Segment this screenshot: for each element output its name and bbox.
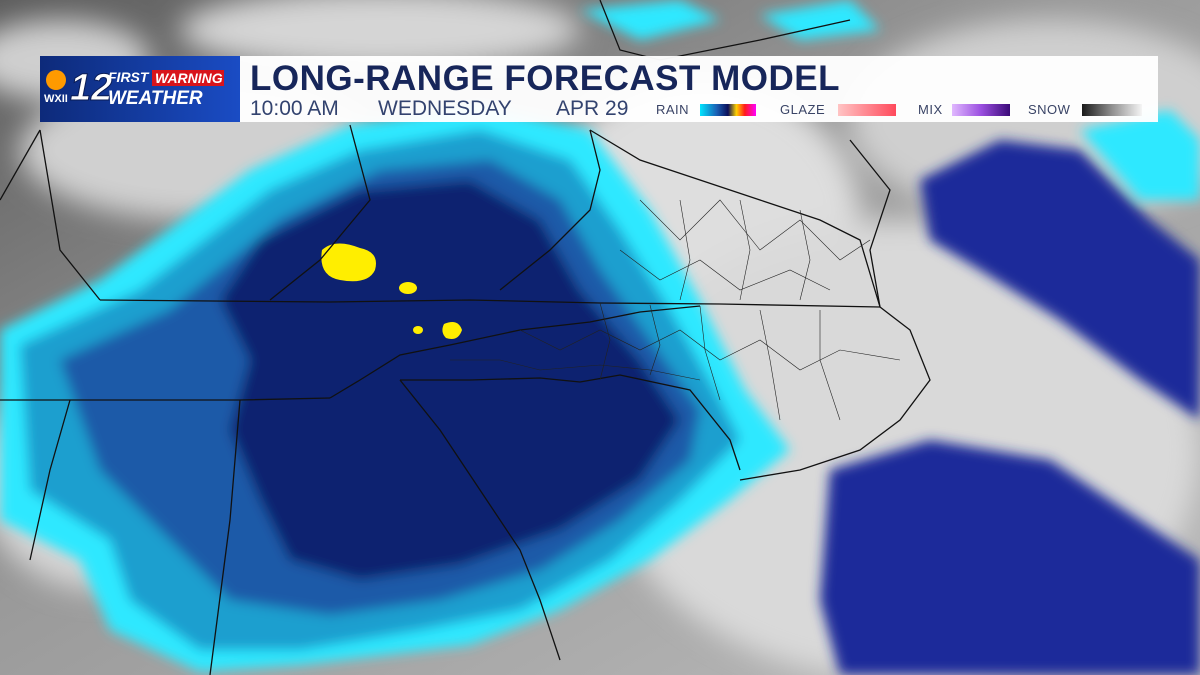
logo-station: WXII <box>44 93 68 105</box>
logo-brand-first: FIRST <box>108 69 150 85</box>
logo-warning-bg <box>152 70 224 86</box>
legend-label: SNOW <box>1028 102 1071 117</box>
logo-brand-warning: WARNING <box>155 70 223 86</box>
logo-peacock <box>46 70 66 90</box>
heavy-rain-spots <box>321 243 462 339</box>
logo-brand-weather: WEATHER <box>108 88 203 109</box>
logo-channel: 12 <box>70 67 112 109</box>
time: 10:00 AM <box>250 97 339 120</box>
legend-label: MIX <box>918 102 943 117</box>
title: LONG-RANGE FORECAST MODEL <box>250 59 840 98</box>
legend-label: GLAZE <box>780 102 825 117</box>
legend-swatch <box>952 104 1010 116</box>
county-lines <box>450 199 901 421</box>
day: WEDNESDAY <box>378 97 512 120</box>
date: APR 29 <box>556 97 628 120</box>
legend-swatch <box>838 104 896 116</box>
header: WXII 12 FIRST WARNING WEATHER LONG-RANGE… <box>40 56 1158 122</box>
legend-label: RAIN <box>656 102 689 117</box>
legend-swatch <box>700 104 756 116</box>
logo-box <box>40 56 240 122</box>
legend-swatch <box>1082 104 1142 116</box>
